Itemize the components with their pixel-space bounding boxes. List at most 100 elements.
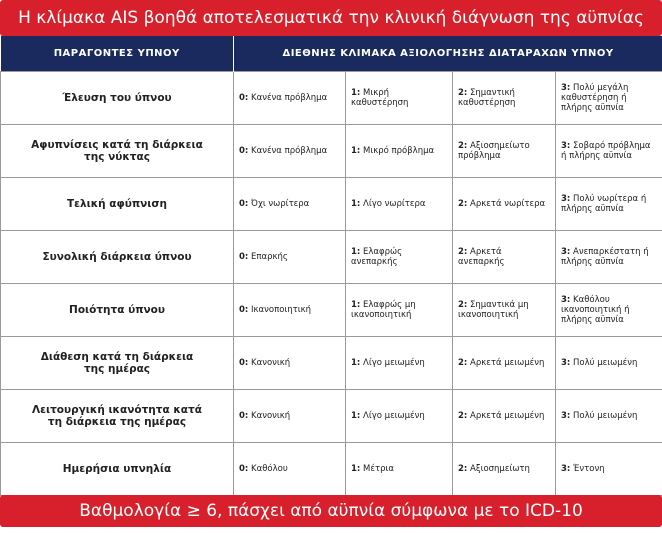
option-cell: 0: Κανονική — [233, 389, 346, 443]
table-row: Ημερήσια υπνηλία 0: Καθόλου 1: Μέτρια 2: Αξ… — [0, 442, 662, 496]
option-text: Λίγο μειωμένη — [363, 411, 425, 421]
option-score: 3: — [561, 295, 571, 305]
option-text: Αρκετά μειωμένη — [470, 411, 545, 421]
option-cell: 0: Ικανοποιητική — [233, 283, 346, 337]
option-cell: 0: Όχι νωρίτερα — [233, 177, 346, 231]
option-score: 2: — [458, 411, 468, 421]
option-score: 1: — [351, 358, 361, 368]
option-cell: 2: Αξιοσημείωτη — [452, 442, 556, 496]
option-score: 3: — [561, 141, 571, 151]
option-text: Πολύ μεγάλη καθυστέρηση ή πλήρης αϋπνία — [561, 83, 629, 113]
table-row: Ποιότητα ύπνου 0: Ικανοποιητική 1: Ελαφρώς… — [0, 283, 662, 337]
option-text: Κανονική — [251, 358, 291, 368]
option-text: Αξιοσημείωτο πρόβλημα — [458, 141, 530, 161]
option-score: 1: — [351, 88, 361, 98]
option-text: Μικρή καθυστέρηση — [351, 88, 409, 108]
option-score: 0: — [239, 411, 249, 421]
option-text: Καθόλου — [251, 464, 288, 474]
factor-cell: Διάθεση κατά τη διάρκεια της ημέρας — [0, 336, 234, 390]
option-text: Λίγο νωρίτερα — [363, 199, 426, 209]
option-cell: 2: Αρκετά νωρίτερα — [452, 177, 556, 231]
option-score: 2: — [458, 358, 468, 368]
option-cell: 1: Λίγο μειωμένη — [345, 389, 453, 443]
option-score: 0: — [239, 358, 249, 368]
option-score: 0: — [239, 93, 249, 103]
option-text: Μικρό πρόβλημα — [363, 146, 435, 156]
option-cell: 0: Επαρκής — [233, 230, 346, 284]
option-text: Πολύ νωρίτερα ή πλήρης αϋπνία — [561, 194, 647, 214]
factor-cell: Έλευση του ύπνου — [0, 71, 234, 125]
option-text: Αρκετά νωρίτερα — [470, 199, 546, 209]
header-cell: ΠΑΡΑΓΟΝΤΕΣ ΥΠΝΟΥ — [0, 36, 234, 72]
option-score: 2: — [458, 199, 468, 209]
option-text: Ανεπαρκέστατη ή πλήρης αϋπνία — [561, 247, 649, 267]
option-cell: 1: Λίγο νωρίτερα — [345, 177, 453, 231]
option-text: Αρκετά μειωμένη — [470, 358, 545, 368]
option-score: 1: — [351, 464, 361, 474]
factor-cell: Συνολική διάρκεια ύπνου — [0, 230, 234, 284]
option-cell: 2: Σημαντικά μη ικανοποιητική — [452, 283, 556, 337]
option-score: 1: — [351, 199, 361, 209]
option-score: 2: — [458, 88, 468, 98]
option-text: Πολύ μειωμένη — [573, 411, 638, 421]
option-score: 0: — [239, 252, 249, 262]
option-text: Κανένα πρόβλημα — [251, 146, 328, 156]
option-score: 3: — [561, 83, 571, 93]
option-text: Σοβαρό πρόβλημα ή πλήρης αϋπνία — [561, 141, 651, 161]
option-text: Όχι νωρίτερα — [251, 199, 310, 209]
option-text: Ελαφρώς μη ικανοποιητική — [351, 300, 416, 320]
title-bar: Η κλίμακα AIS βοηθά αποτελεσματικά την κ… — [0, 0, 662, 36]
option-score: 1: — [351, 300, 361, 310]
option-score: 3: — [561, 358, 571, 368]
option-score: 0: — [239, 146, 249, 156]
option-text: Έντονη — [573, 464, 605, 474]
table-row: Λειτουργική ικανότητα κατά τη διάρκεια τ… — [0, 389, 662, 443]
option-cell: 2: Αρκετά ανεπαρκής — [452, 230, 556, 284]
option-score: 0: — [239, 305, 249, 315]
table-row: Διάθεση κατά τη διάρκεια της ημέρας 0: Κα… — [0, 336, 662, 390]
factor-cell: Τελική αφύπνιση — [0, 177, 234, 231]
ais-table: ΠΑΡΑΓΟΝΤΕΣ ΥΠΝΟΥ ΔΙΕΘΝΗΣ ΚΛΙΜΑΚΑ ΑΞΙΟΛΟΓ… — [0, 36, 662, 496]
option-cell: 0: Κανονική — [233, 336, 346, 390]
factor-cell: Αφυπνίσεις κατά τη διάρκεια της νύκτας — [0, 124, 234, 178]
option-cell: 3: Καθόλου ικανοποιητική ή πλήρης αϋπνία — [554, 283, 662, 337]
option-text: Ελαφρώς ανεπαρκής — [351, 247, 403, 267]
option-cell: 0: Κανένα πρόβλημα — [233, 71, 346, 125]
header-cell: ΔΙΕΘΝΗΣ ΚΛΙΜΑΚΑ ΑΞΙΟΛΟΓΗΣΗΣ ΔΙΑΤΑΡΑΧΩΝ Υ… — [233, 36, 662, 72]
option-text: Σημαντική καθυστέρηση — [458, 88, 516, 108]
option-score: 1: — [351, 411, 361, 421]
option-text: Καθόλου ικανοποιητική ή πλήρης αϋπνία — [561, 295, 630, 325]
option-score: 2: — [458, 141, 468, 151]
option-text: Κανονική — [251, 411, 291, 421]
option-cell: 2: Αρκετά μειωμένη — [452, 336, 556, 390]
table-row: Συνολική διάρκεια ύπνου 0: Επαρκής 1: Ελαφ… — [0, 230, 662, 284]
option-cell: 3: Έντονη — [554, 442, 662, 496]
option-cell: 1: Λίγο μειωμένη — [345, 336, 453, 390]
option-text: Αρκετά ανεπαρκής — [458, 247, 505, 267]
option-cell: 1: Μικρή καθυστέρηση — [345, 71, 453, 125]
factor-cell: Ημερήσια υπνηλία — [0, 442, 234, 496]
table-row: Έλευση του ύπνου 0: Κανένα πρόβλημα 1: Μικ… — [0, 71, 662, 125]
option-cell: 1: Μικρό πρόβλημα — [345, 124, 453, 178]
option-text: Λίγο μειωμένη — [363, 358, 425, 368]
factor-cell: Λειτουργική ικανότητα κατά τη διάρκεια τ… — [0, 389, 234, 443]
option-score: 3: — [561, 247, 571, 257]
footer-bar: Βαθμολογία ≥ 6, πάσχει από αϋπνία σύμφων… — [0, 495, 662, 527]
option-cell: 3: Πολύ νωρίτερα ή πλήρης αϋπνία — [554, 177, 662, 231]
option-score: 2: — [458, 300, 468, 310]
option-cell: 1: Μέτρια — [345, 442, 453, 496]
option-text: Σημαντικά μη ικανοποιητική — [458, 300, 529, 320]
option-cell: 2: Αρκετά μειωμένη — [452, 389, 556, 443]
option-score: 0: — [239, 199, 249, 209]
option-score: 2: — [458, 247, 468, 257]
option-text: Κανένα πρόβλημα — [251, 93, 328, 103]
option-cell: 3: Σοβαρό πρόβλημα ή πλήρης αϋπνία — [554, 124, 662, 178]
option-cell: 2: Αξιοσημείωτο πρόβλημα — [452, 124, 556, 178]
table-row: Αφυπνίσεις κατά τη διάρκεια της νύκτας 0:… — [0, 124, 662, 178]
option-text: Αξιοσημείωτη — [470, 464, 530, 474]
option-cell: 3: Πολύ μειωμένη — [554, 336, 662, 390]
option-text: Επαρκής — [251, 252, 288, 262]
option-cell: 1: Ελαφρώς μη ικανοποιητική — [345, 283, 453, 337]
option-text: Ικανοποιητική — [251, 305, 312, 315]
